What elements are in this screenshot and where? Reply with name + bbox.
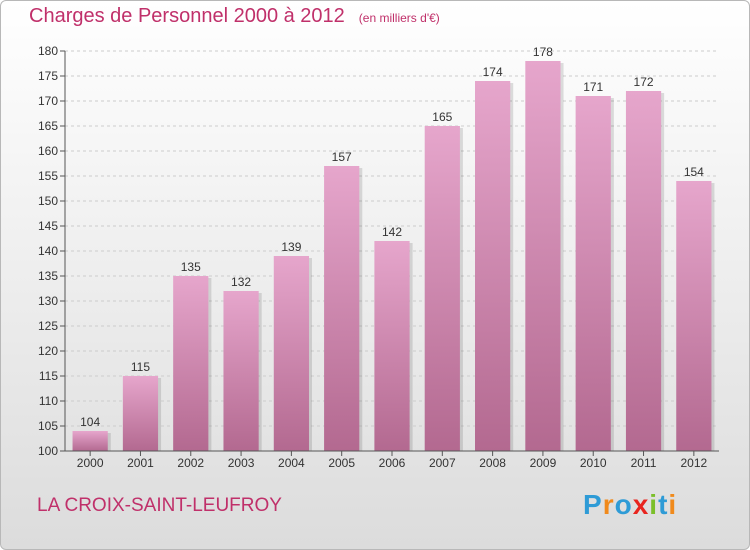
x-tick-label: 2003 <box>228 456 255 470</box>
y-tick-label: 145 <box>38 219 58 233</box>
logo-letter: o <box>614 489 633 520</box>
bar <box>676 181 712 451</box>
y-axis: 100 105 110 115 120 125 130 135 140 145 150 155 160 1… <box>38 44 66 458</box>
y-tick-label: 160 <box>38 144 58 158</box>
logo-letter: x <box>632 489 650 520</box>
bar-value-label: 171 <box>583 80 603 94</box>
x-tick-label: 2006 <box>379 456 406 470</box>
bar <box>273 256 309 451</box>
y-tick-label: 165 <box>38 119 58 133</box>
bar-value-label: 135 <box>181 260 201 274</box>
bar <box>223 291 259 451</box>
proxiti-logo: Proxiti <box>583 489 677 521</box>
bar-value-label: 104 <box>80 415 100 429</box>
y-tick-label: 105 <box>38 419 58 433</box>
y-tick-label: 170 <box>38 94 58 108</box>
bar-value-label: 139 <box>281 240 301 254</box>
logo-letter: i <box>668 489 678 520</box>
y-tick-label: 140 <box>38 244 58 258</box>
y-tick-label: 180 <box>38 44 58 58</box>
x-tick-label: 2000 <box>77 456 104 470</box>
y-tick-label: 135 <box>38 269 58 283</box>
x-tick-label: 2011 <box>631 456 657 470</box>
bar-value-label: 154 <box>684 165 704 179</box>
bar <box>374 241 410 451</box>
bar <box>525 61 561 451</box>
x-tick-label: 2012 <box>680 456 707 470</box>
bar-value-label: 132 <box>231 275 251 289</box>
chart-unit: (en milliers d'€) <box>358 11 440 25</box>
bar-value-label: 142 <box>382 225 402 239</box>
bar <box>575 96 611 451</box>
x-tick-label: 2005 <box>328 456 355 470</box>
y-tick-label: 175 <box>38 69 58 83</box>
y-tick-label: 110 <box>39 394 58 408</box>
bar <box>173 276 209 451</box>
bar-value-label: 178 <box>533 45 553 59</box>
bar-value-label: 115 <box>131 360 150 374</box>
bars: 104 115 135 132 139 157 142 165 174 178 171 172 154 <box>72 45 715 451</box>
y-tick-label: 100 <box>38 444 58 458</box>
place-name: LA CROIX-SAINT-LEUFROY <box>37 495 282 516</box>
x-tick-label: 2002 <box>177 456 204 470</box>
x-tick-label: 2007 <box>429 456 456 470</box>
y-tick-label: 130 <box>38 294 58 308</box>
bar-value-label: 165 <box>432 110 452 124</box>
bar <box>122 376 159 451</box>
bar <box>475 81 511 451</box>
bar <box>625 91 662 451</box>
bar <box>424 126 460 451</box>
y-tick-label: 150 <box>38 194 58 208</box>
bar <box>72 431 108 451</box>
x-tick-label: 2009 <box>530 456 557 470</box>
bar-value-label: 172 <box>634 75 654 89</box>
logo-letter: i <box>649 489 659 520</box>
y-tick-label: 155 <box>38 169 58 183</box>
y-tick-label: 120 <box>38 344 58 358</box>
chart-title: Charges de Personnel 2000 à 2012 (en mill… <box>29 5 440 28</box>
chart-title-text: Charges de Personnel 2000 à 2012 <box>29 5 345 27</box>
bar <box>324 166 360 451</box>
x-tick-label: 2008 <box>479 456 506 470</box>
logo-letter: P <box>583 489 603 520</box>
x-tick-label: 2001 <box>127 456 154 470</box>
y-tick-label: 115 <box>39 369 58 383</box>
bar-value-label: 174 <box>483 65 503 79</box>
logo-letter: r <box>602 489 615 520</box>
y-tick-label: 125 <box>38 319 58 333</box>
logo-letter: t <box>658 489 669 520</box>
x-tick-label: 2010 <box>580 456 607 470</box>
x-tick-label: 2004 <box>278 456 305 470</box>
bar-value-label: 157 <box>332 150 352 164</box>
x-axis: 2000 2001 2002 2003 2004 2005 2006 2007 2008 2009… <box>65 450 719 470</box>
